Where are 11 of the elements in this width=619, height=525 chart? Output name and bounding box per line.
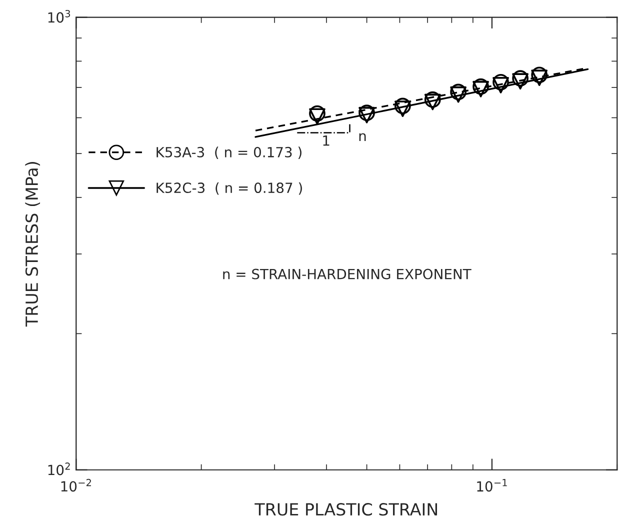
y-tick-label: 10$^{2}$ — [48, 462, 70, 476]
x-axis-title: TRUE PLASTIC STRAIN — [254, 503, 437, 516]
annotation: n = STRAIN-HARDENING EXPONENT — [223, 268, 472, 280]
x-tick-label: 10$^{−2}$ — [61, 478, 91, 492]
y-axis-title: TRUE STRESS (MPa) — [25, 162, 40, 327]
x-tick-label: 10$^{−1}$ — [477, 479, 507, 492]
annotation: n — [359, 133, 366, 141]
y-tick-label: 10$^{3}$ — [48, 10, 70, 23]
annotation: 1 — [323, 135, 330, 146]
legend-label: K52C-3 ( n = 0.187 ) — [156, 182, 302, 195]
legend-label: K53A-3 ( n = 0.173 ) — [156, 146, 302, 160]
